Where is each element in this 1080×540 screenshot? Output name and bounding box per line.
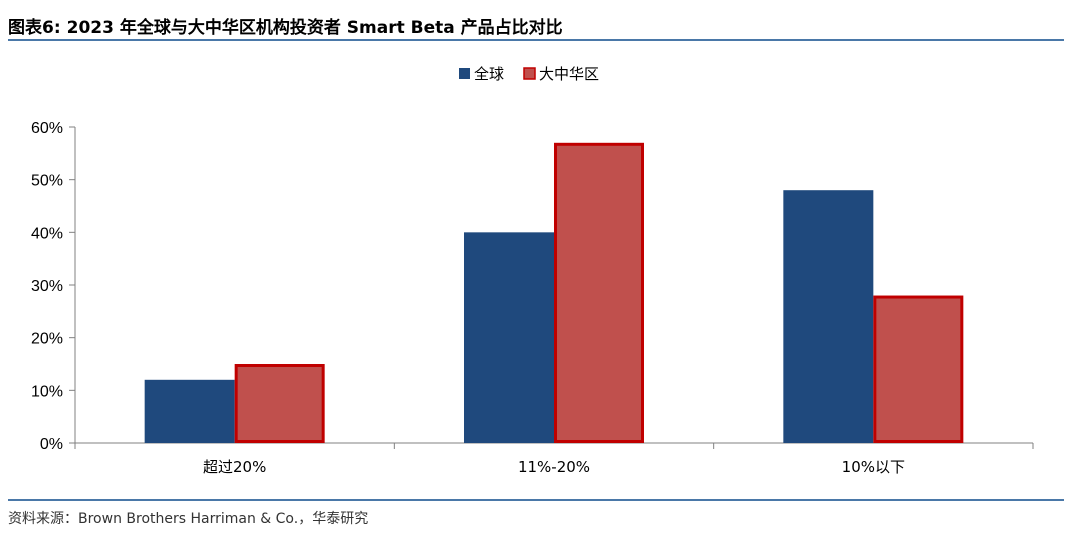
y-tick-label: 30% [31,278,63,295]
bar-global [144,379,235,443]
bar-global [464,232,554,443]
bar-greater-china [873,295,964,443]
legend-label: 全球 [474,65,504,83]
bar-chart: 0% 10% 20% 30% 40% 50% 60% 超过20% 11%-20% 10%以下 全球 大… [31,65,1034,476]
legend-swatch-global [459,68,470,79]
source-note: 资料来源：Brown Brothers Harriman & Co.，华泰研究 [8,511,369,527]
figure-label: 图表6: [8,18,61,38]
x-category-label: 11%-20% [518,458,590,476]
y-tick-label: 10% [31,383,63,400]
bar-greater-china [554,142,644,444]
y-tick-label: 0% [40,436,63,453]
y-tick-label: 50% [31,173,63,190]
y-tick-label: 60% [31,120,63,137]
x-category-label: 10%以下 [842,458,905,476]
figure-title-text: 2023 年全球与大中华区机构投资者 Smart Beta 产品占比对比 [66,18,563,38]
x-category-label: 超过20% [203,458,266,476]
legend-swatch-greater-china [523,67,536,80]
y-tick-label: 20% [31,331,63,348]
footer-divider [8,499,1064,501]
legend-label: 大中华区 [539,65,599,83]
y-tick-label: 40% [31,225,63,242]
figure-title: 图表6: 2023 年全球与大中华区机构投资者 Smart Beta 产品占比对比 [8,13,563,38]
header-divider [8,39,1064,41]
bar-global [783,190,874,443]
bar-greater-china [234,364,325,443]
